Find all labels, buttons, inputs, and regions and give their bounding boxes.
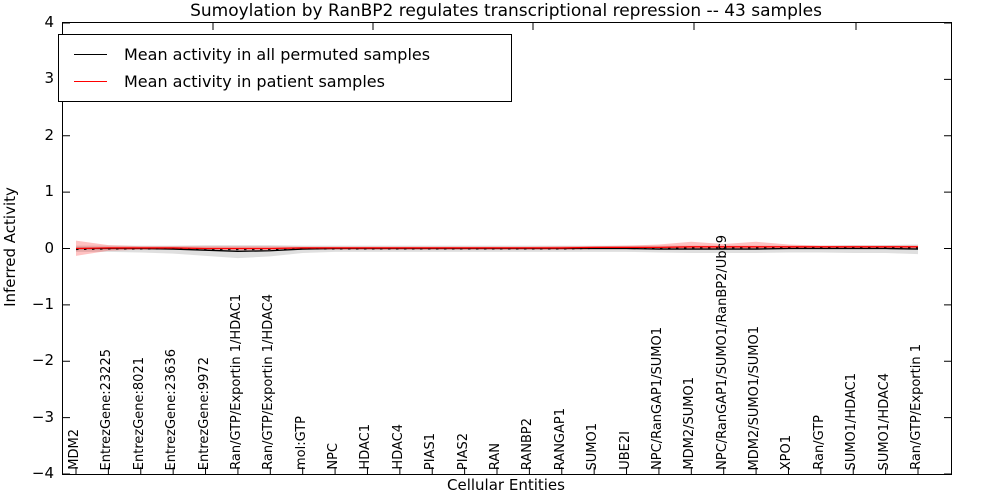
y-tick-label: 3 [44,69,54,88]
chart-canvas [63,23,951,474]
plot-area: MDM2 EntrezGene:23225 EntrezGene:8021 Entre… [58,22,952,475]
legend-label-patient: Mean activity in patient samples [124,72,385,91]
chart-title: Sumoylation by RanBP2 regulates transcri… [190,1,822,21]
y-tick-label: 0 [44,238,54,257]
y-tick-label: 2 [44,125,54,144]
legend: Mean activity in all permuted samples Me… [58,34,512,102]
legend-label-permuted: Mean activity in all permuted samples [124,45,431,64]
legend-black-line-icon [74,54,107,55]
legend-red-line-icon [74,81,107,82]
legend-item-patient: Mean activity in patient samples [59,68,511,95]
y-tick-label: −1 [31,294,54,313]
y-tick-label: 1 [44,182,54,201]
y-tick-label: 4 [44,13,54,31]
legend-item-permuted: Mean activity in all permuted samples [59,41,511,68]
y-tick-label: −2 [31,351,54,370]
y-tick-label: −3 [31,407,54,426]
series-line-1 [75,246,918,250]
y-tick-label: −4 [31,464,54,482]
x-axis-label: Cellular Entities [447,476,565,494]
